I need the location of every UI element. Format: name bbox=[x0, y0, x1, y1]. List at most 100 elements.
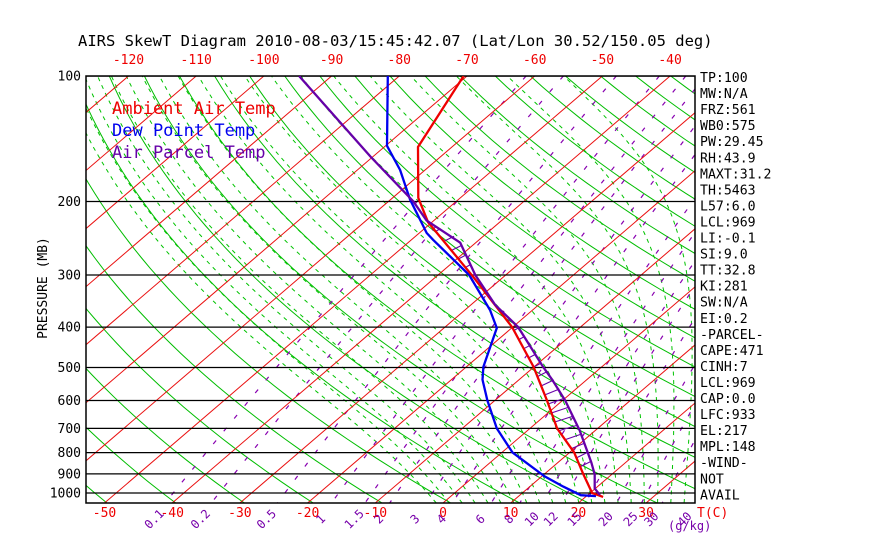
side-panel-line: EI:0.2 bbox=[700, 312, 748, 327]
isotherm-line bbox=[86, 76, 197, 172]
moist-adiabat-line bbox=[456, 76, 659, 503]
bottom-temp-label: 20 bbox=[571, 506, 587, 521]
cape-hatch-tick bbox=[557, 424, 579, 432]
pressure-tick-label: 800 bbox=[58, 446, 81, 461]
sounding-profiles bbox=[298, 76, 604, 498]
side-panel-indices: TP:100MW:N/AFRZ:561WB0:575PW:29.45RH:43.… bbox=[700, 71, 771, 503]
side-panel-line: FRZ:561 bbox=[700, 103, 756, 118]
moist-adiabat-line bbox=[563, 76, 693, 503]
dry-adiabat-line bbox=[86, 178, 452, 503]
top-temp-label: -70 bbox=[455, 53, 478, 68]
bottom-temp-label: -20 bbox=[296, 506, 319, 521]
dry-adiabat-line bbox=[459, 76, 695, 255]
mixing-ratio-line bbox=[364, 76, 687, 503]
isotherm-line bbox=[104, 76, 603, 503]
dry-adiabat-line bbox=[179, 76, 695, 490]
mixing-ratio-unit-label: (g/kg) bbox=[668, 519, 711, 533]
dry-adiabat-line bbox=[86, 367, 245, 503]
dry-adiabat-line bbox=[494, 76, 695, 227]
bottom-temp-label: -40 bbox=[160, 506, 183, 521]
side-panel-line: SI:9.0 bbox=[700, 248, 748, 263]
dry-adiabat-line bbox=[108, 76, 589, 503]
side-panel-line: CINH:7 bbox=[700, 360, 748, 375]
cape-hatch-tick bbox=[564, 433, 582, 441]
side-panel-line: NOT bbox=[700, 472, 724, 487]
isotherm-line bbox=[86, 76, 400, 346]
top-temp-label: -120 bbox=[113, 53, 144, 68]
moist-adiabat-line bbox=[197, 76, 554, 503]
legend-air-parcel-temp: Air Parcel Temp bbox=[112, 143, 266, 163]
plot-border bbox=[85, 75, 696, 504]
pressure-axis-title: PRESSURE (MB) bbox=[36, 237, 51, 339]
top-temp-label: -60 bbox=[523, 53, 546, 68]
isotherm-line bbox=[374, 228, 695, 503]
bottom-temp-label: -30 bbox=[228, 506, 251, 521]
bottom-temp-unit-label: T(C) bbox=[697, 506, 728, 521]
bottom-temp-label: 30 bbox=[638, 506, 654, 521]
isotherm-line bbox=[307, 170, 695, 503]
top-temp-label: -50 bbox=[591, 53, 614, 68]
side-panel-line: CAP:0.0 bbox=[700, 392, 756, 407]
bottom-temp-label: 10 bbox=[503, 506, 519, 521]
isotherm-line bbox=[86, 76, 265, 230]
mixing-ratio-line bbox=[425, 125, 695, 503]
moist-adiabat-line bbox=[86, 106, 450, 503]
dry-adiabat-line bbox=[143, 76, 658, 503]
dry-adiabat-line bbox=[389, 76, 695, 310]
side-panel-line: AVAIL bbox=[700, 488, 740, 503]
dry-adiabat-line bbox=[284, 76, 695, 398]
background-grid bbox=[86, 76, 695, 503]
side-panel-line: TH:5463 bbox=[700, 183, 756, 198]
profile-air-parcel bbox=[298, 76, 601, 496]
moist-adiabat-line bbox=[158, 76, 528, 503]
bottom-temp-label: 0 bbox=[439, 506, 447, 521]
dry-adiabat-line bbox=[354, 76, 695, 339]
moist-adiabat-line bbox=[369, 76, 632, 503]
side-panel-line: LCL:969 bbox=[700, 376, 756, 391]
dry-adiabat-line bbox=[86, 426, 177, 503]
side-panel-line: WB0:575 bbox=[700, 119, 756, 134]
side-panel-line: LCL:969 bbox=[700, 215, 756, 230]
mixing-ratio-line bbox=[519, 231, 695, 503]
side-panel-line: LI:-0.1 bbox=[700, 232, 756, 247]
dry-adiabat-line bbox=[249, 76, 695, 428]
side-panel-line: LFC:933 bbox=[700, 408, 756, 423]
pressure-tick-label: 700 bbox=[58, 422, 81, 437]
cape-hatch-tick bbox=[551, 406, 570, 414]
side-panel-line: MW:N/A bbox=[700, 87, 748, 102]
cape-hatch-tick bbox=[575, 451, 589, 459]
isotherm-line bbox=[171, 76, 671, 503]
side-panel-line: KI:281 bbox=[700, 280, 748, 295]
bottom-temp-label: -50 bbox=[93, 506, 116, 521]
dry-adiabat-line bbox=[565, 76, 695, 174]
side-panel-line: -PARCEL- bbox=[700, 328, 764, 343]
isotherm-line bbox=[510, 344, 695, 503]
legend-dew-point-temp: Dew Point Temp bbox=[112, 121, 255, 141]
cape-hatch-tick bbox=[579, 460, 592, 468]
side-panel-line: CAPE:471 bbox=[700, 344, 764, 359]
pressure-tick-label: 400 bbox=[58, 321, 81, 336]
cape-hatch-tick bbox=[547, 397, 566, 405]
mixing-ratio-line bbox=[164, 76, 527, 503]
pressure-tick-label: 100 bbox=[58, 70, 81, 85]
profile-ambient-temp bbox=[416, 76, 604, 498]
moist-adiabat-line bbox=[86, 78, 463, 503]
pressure-tick-label: 1000 bbox=[50, 487, 81, 502]
chart-title: AIRS SkewT Diagram 2010-08-03/15:45:42.0… bbox=[78, 32, 713, 50]
cape-hatch-tick bbox=[570, 442, 586, 450]
top-temp-label: -100 bbox=[248, 53, 279, 68]
legend: Ambient Air Temp Dew Point Temp Air Parc… bbox=[112, 99, 276, 163]
isotherm-line bbox=[86, 76, 332, 288]
cape-hatch-tick bbox=[554, 415, 574, 423]
dry-adiabat-line bbox=[319, 76, 695, 368]
top-temp-label: -90 bbox=[320, 53, 343, 68]
side-panel-line: TP:100 bbox=[700, 71, 748, 86]
moist-adiabat-line bbox=[86, 131, 437, 503]
bottom-temp-label: -10 bbox=[364, 506, 387, 521]
side-panel-line: MPL:148 bbox=[700, 440, 756, 455]
isotherm-line bbox=[578, 402, 695, 503]
side-panel-line: RH:43.9 bbox=[700, 151, 756, 166]
moist-adiabat-line bbox=[177, 76, 541, 503]
